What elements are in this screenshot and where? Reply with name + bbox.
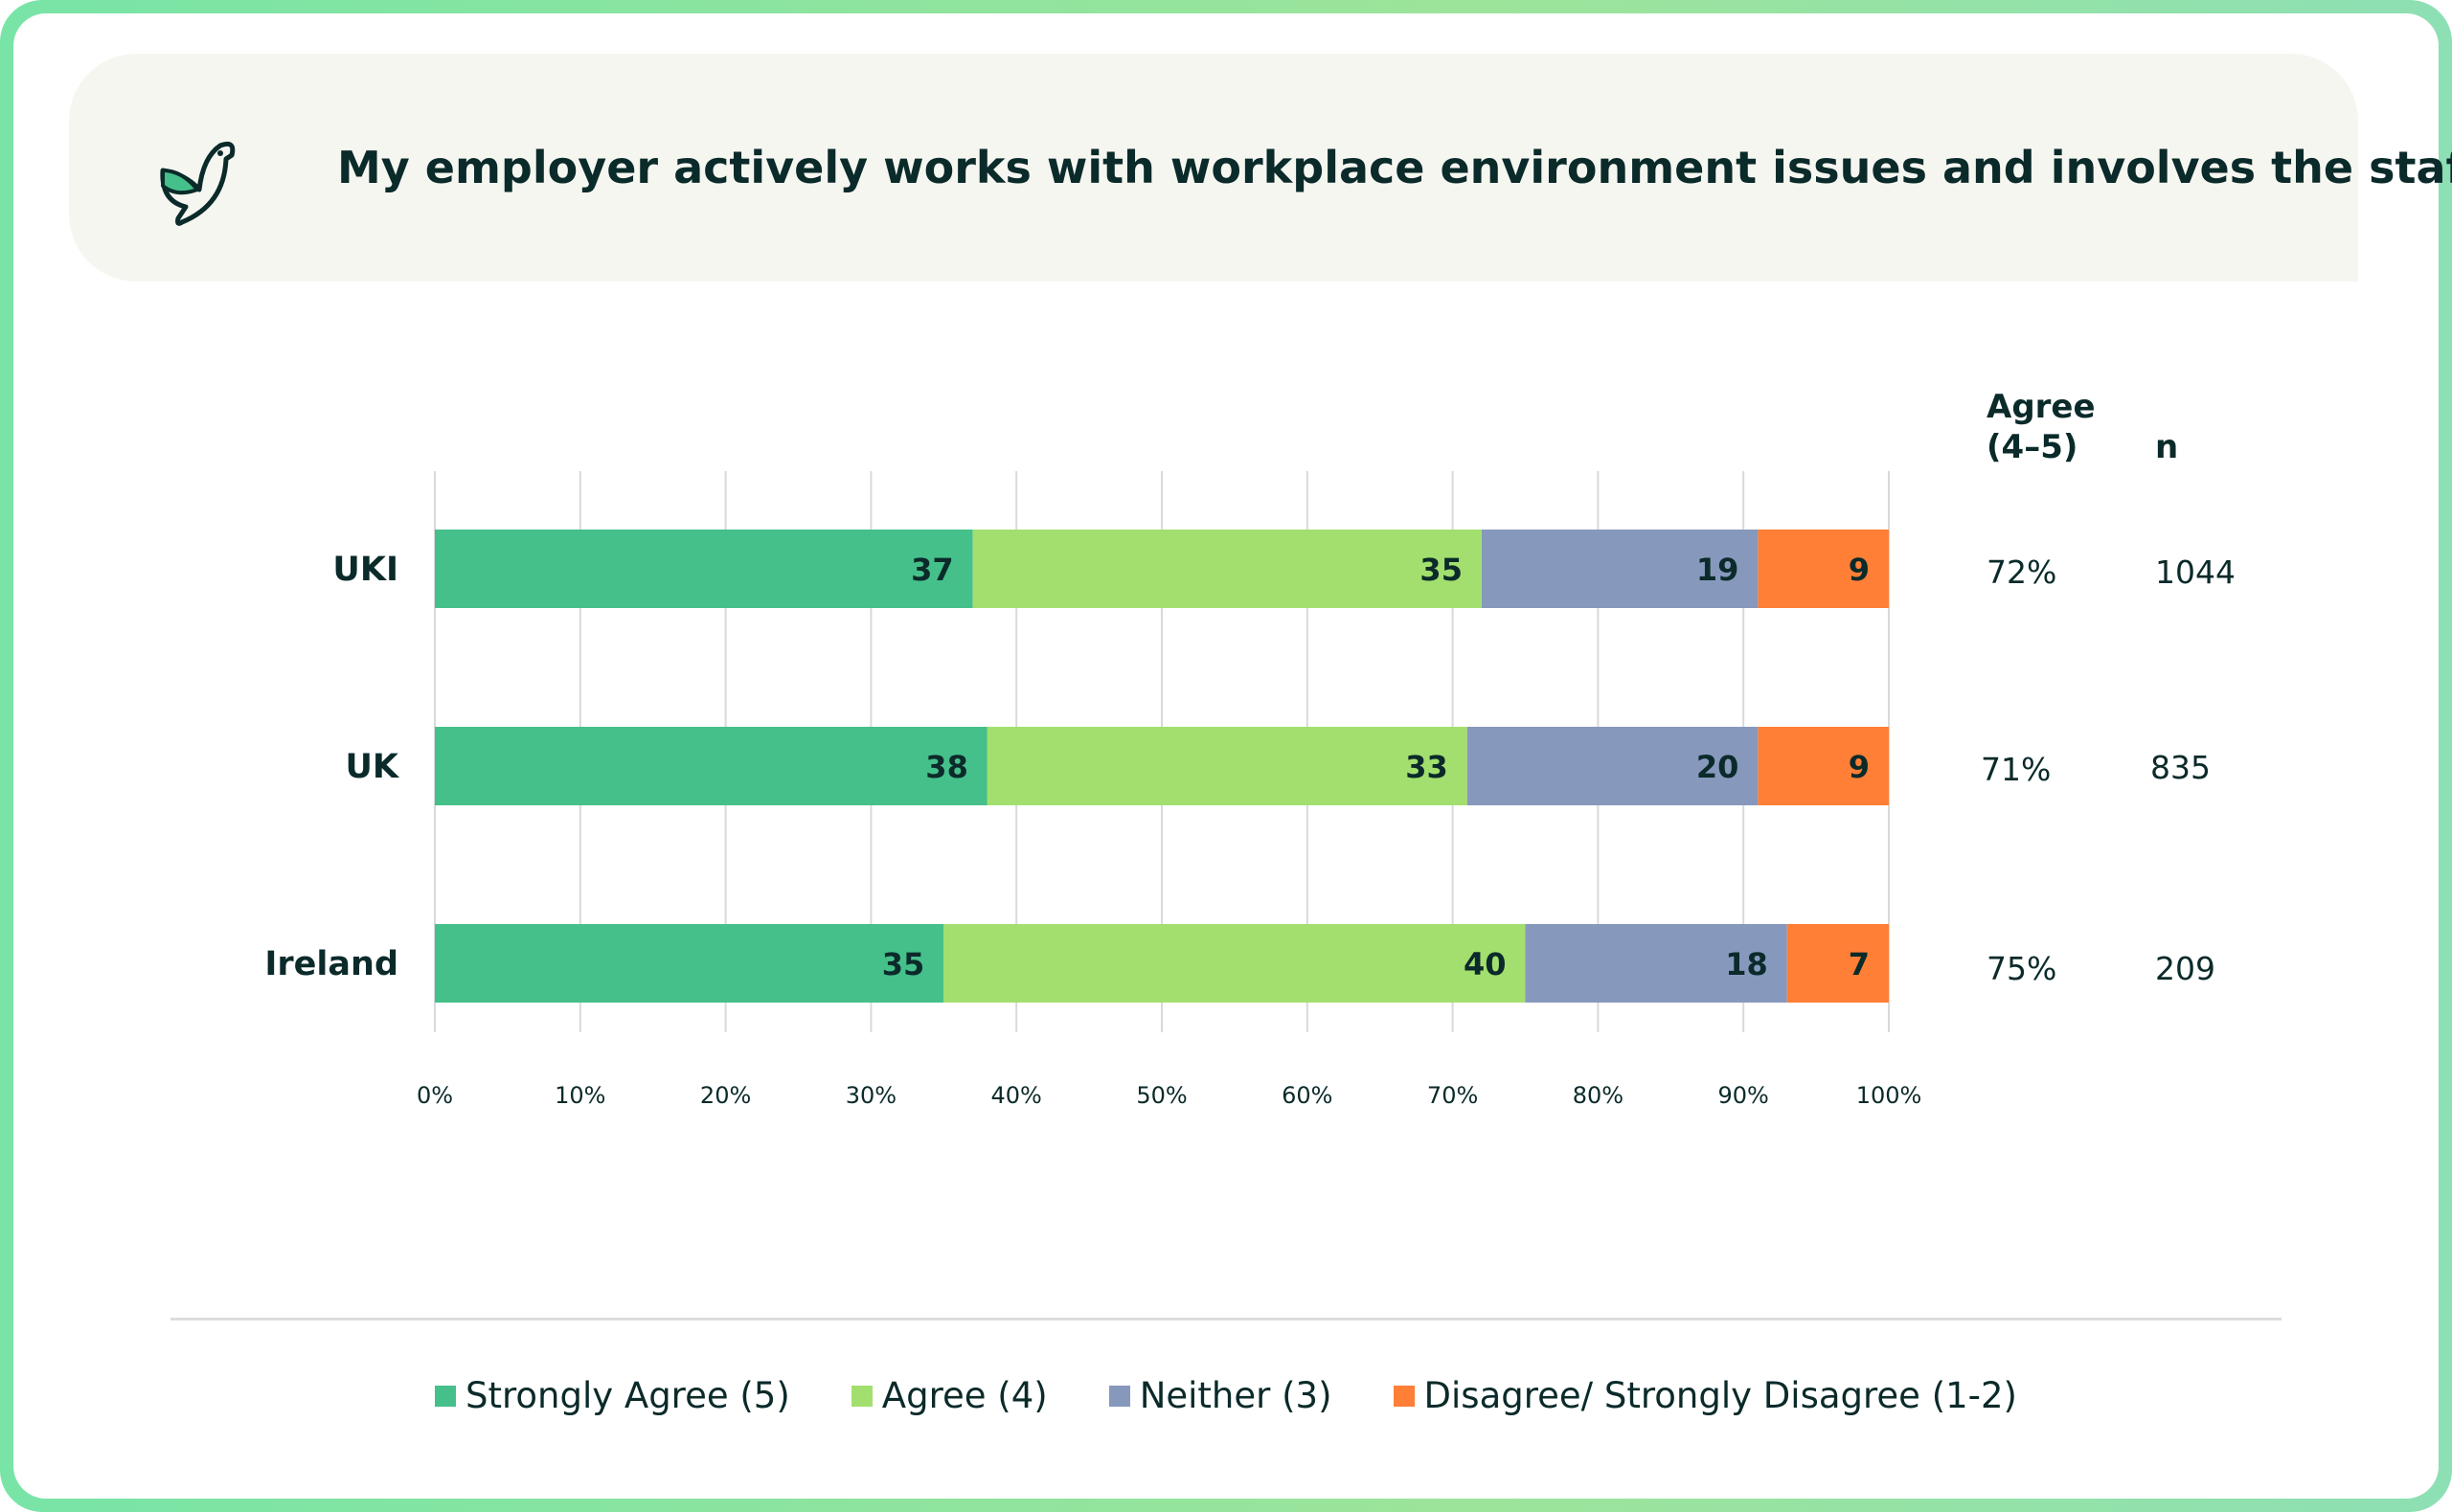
chart-title: My employer actively works with workplac… xyxy=(337,142,2452,193)
bar-segment-neither-3 xyxy=(1481,530,1759,608)
bar-value-label: 20 xyxy=(1696,749,1739,785)
n-value-ireland: 209 xyxy=(2155,950,2215,987)
legend: Strongly Agree (5) Agree (4) Neither (3)… xyxy=(0,1375,2452,1416)
agree-column-header: Agree (4–5) xyxy=(1987,387,2096,467)
bar-value-label: 37 xyxy=(911,552,954,588)
x-tick-label: 90% xyxy=(1718,1082,1769,1109)
bar-segment-agree-4 xyxy=(972,530,1482,608)
x-tick-label: 0% xyxy=(417,1082,453,1109)
bird-icon xyxy=(160,141,236,226)
bar-segment-neither-3 xyxy=(1466,727,1759,805)
x-tick-label: 50% xyxy=(1136,1082,1187,1109)
agree-value-ireland: 75% xyxy=(1987,950,2057,987)
x-tick-label: 70% xyxy=(1427,1082,1478,1109)
bar-value-label: 18 xyxy=(1725,946,1768,982)
x-tick-label: 40% xyxy=(991,1082,1042,1109)
bar-segment-strongly-agree-5 xyxy=(435,727,988,805)
agree-value-uk: 71% xyxy=(1981,751,2052,788)
x-tick-label: 30% xyxy=(846,1082,897,1109)
bar-segment-disagree-strongly-disagree-1-2 xyxy=(1758,727,1889,805)
legend-item-disagree: Disagree/ Strongly Disagree (1-2) xyxy=(1393,1375,2017,1416)
legend-item-neither: Neither (3) xyxy=(1108,1375,1332,1416)
legend-label: Agree (4) xyxy=(881,1375,1048,1416)
n-value-uk: 835 xyxy=(2150,749,2211,786)
bar-value-label: 7 xyxy=(1849,946,1870,982)
n-value-uki: 1044 xyxy=(2155,553,2236,591)
bar-segment-agree-4 xyxy=(943,924,1526,1003)
agree-header-line1: Agree xyxy=(1987,388,2096,426)
agree-header-line2: (4–5) xyxy=(1987,428,2078,466)
legend-label: Neither (3) xyxy=(1139,1375,1332,1416)
bar-segment-strongly-agree-5 xyxy=(435,530,973,608)
bar-value-label: 38 xyxy=(925,749,968,785)
x-tick-label: 60% xyxy=(1282,1082,1332,1109)
bar-segment-disagree-strongly-disagree-1-2 xyxy=(1786,924,1889,1003)
bar-segment-neither-3 xyxy=(1525,924,1787,1003)
legend-divider xyxy=(170,1318,2282,1320)
legend-label: Disagree/ Strongly Disagree (1-2) xyxy=(1423,1375,2017,1416)
x-tick-label: 10% xyxy=(555,1082,605,1109)
bar-value-label: 35 xyxy=(882,946,925,982)
bar-value-label: 35 xyxy=(1419,552,1463,588)
legend-swatch xyxy=(1108,1385,1130,1407)
bar-segment-disagree-strongly-disagree-1-2 xyxy=(1758,530,1889,608)
agree-value-uki: 72% xyxy=(1987,553,2057,591)
x-tick-label: 100% xyxy=(1856,1082,1922,1109)
n-column-header: n xyxy=(2155,428,2179,466)
legend-swatch xyxy=(1393,1385,1415,1407)
category-label-ireland: Ireland xyxy=(264,945,398,983)
bar-value-label: 19 xyxy=(1696,552,1739,588)
legend-swatch xyxy=(851,1385,873,1407)
x-tick-label: 80% xyxy=(1573,1082,1623,1109)
legend-item-agree: Agree (4) xyxy=(851,1375,1048,1416)
legend-swatch xyxy=(434,1385,456,1407)
legend-label: Strongly Agree (5) xyxy=(465,1375,790,1416)
bar-value-label: 40 xyxy=(1464,946,1507,982)
title-panel: My employer actively works with workplac… xyxy=(69,54,2452,282)
category-label-uki: UKI xyxy=(332,551,398,589)
x-tick-label: 20% xyxy=(700,1082,751,1109)
bar-segment-agree-4 xyxy=(987,727,1467,805)
bar-value-label: 33 xyxy=(1405,749,1448,785)
category-label-uk: UK xyxy=(345,748,399,786)
bar-segment-strongly-agree-5 xyxy=(435,924,944,1003)
bar-value-label: 9 xyxy=(1849,749,1870,785)
bar-value-label: 9 xyxy=(1849,552,1870,588)
legend-item-strongly-agree: Strongly Agree (5) xyxy=(434,1375,790,1416)
